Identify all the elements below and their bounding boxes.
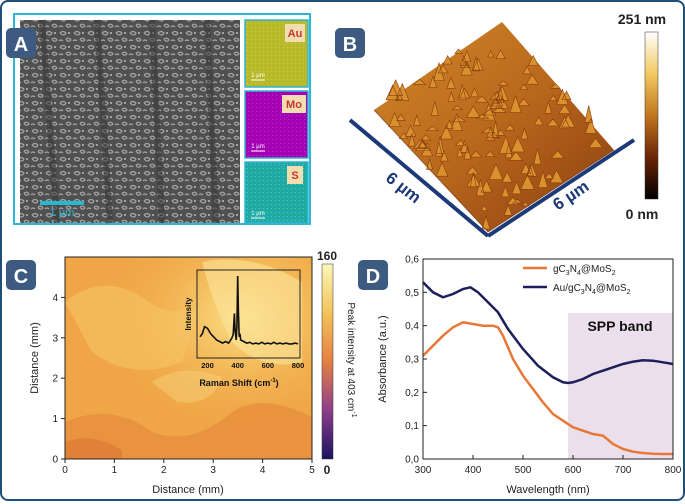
afm-axis-right [486,138,636,238]
panel-b-letter: B [343,34,357,56]
raman-map-xtick-label: 0 [62,465,68,476]
spp-band-region [568,313,673,459]
raman-spectrum-line [199,275,299,345]
raman-map-axes: 0 1 2 3 4 5 0 1 2 3 4 [52,293,315,476]
absorbance-ytick-label: 0,4 [405,321,419,332]
absorbance-xtick-label: 300 [415,465,432,476]
eds-label-mo: Mo [286,99,302,111]
raman-inset-xtick-label: 400 [231,361,244,370]
raman-inset-xtick-label: 200 [201,361,214,370]
raman-map-ytick-label: 3 [52,333,58,344]
absorbance-ytick-label: 0,2 [405,388,419,399]
legend-label-navy: Au/gC3N4@MoS2 [553,283,631,296]
series-au-gc3n4-mos2 [422,281,674,385]
sem-scale-bar [40,201,84,205]
absorbance-ytick-label: 0,6 [405,255,419,266]
eds-map-mo: Mo 1 µm [244,90,309,159]
panel-b: B 6 µm 6 µm 251 nm 0 nm [335,11,666,238]
raman-colorbar-label: Peak intensity at 403 cm-1 [345,302,357,417]
absorbance-ylabel: Absorbance (a.u.) [377,315,389,402]
eds-label-au: Au [288,28,303,40]
eds-map-au: Au 1 µm [244,19,309,88]
panel-c: C Intensity Raman Shift (cm-1) 200 400 600… [6,249,357,496]
absorbance-ytick-label: 0,0 [405,455,419,466]
raman-map-ytick-label: 1 [52,414,58,425]
legend: gC3N4@MoS2 Au/gC3N4@MoS2 [523,264,631,296]
absorbance-xtick-label: 400 [465,465,482,476]
raman-inset-xtick-label: 600 [262,361,275,370]
raman-colorbar [321,263,334,460]
afm-axis-left [348,118,490,238]
raman-inset-ylabel: Intensity [184,297,193,330]
panel-a-badge [6,28,36,58]
series-gc3n4-mos2 [422,320,673,456]
raman-map-xtick-label: 2 [161,465,167,476]
eds-scale-mo: 1 µm [251,144,264,150]
absorbance-xlabel: Wavelength (nm) [506,484,589,496]
sem-scale-label: 1 µm [50,207,75,219]
raman-inset-xlabel: Raman Shift (cm-1) [199,378,278,388]
raman-map-xtick-label: 1 [112,465,118,476]
afm-colorbar-min: 0 nm [626,206,659,222]
legend-label-orange: gC3N4@MoS2 [553,264,616,277]
raman-map-ytick-label: 2 [52,374,58,385]
raman-map-xlabel: Distance (mm) [152,484,224,496]
raman-inset: Intensity Raman Shift (cm-1) 200 400 600 80… [184,269,305,388]
absorbance-xtick-label: 800 [665,465,682,476]
raman-map-xtick-label: 3 [210,465,216,476]
absorbance-axes: 300 400 500 600 700 800 0,0 0,1 0,2 0,3 0,4 0,5 0,6 [405,255,682,477]
afm-colorbar-max: 251 nm [618,11,666,27]
raman-map-ylabel: Distance (mm) [29,322,41,394]
absorbance-xtick-label: 600 [565,465,582,476]
eds-map-s: S 1 µm [244,161,309,224]
panel-a-letter: A [14,34,28,56]
eds-label-s: S [291,170,298,182]
panel-a-border [13,13,311,225]
afm-peaks [385,48,603,230]
raman-colorbar-max: 160 [317,249,337,263]
afm-colorbar [644,31,659,200]
raman-inset-frame [196,269,301,359]
absorbance-ytick-label: 0,5 [405,288,419,299]
eds-scale-au: 1 µm [251,73,264,79]
raman-map-xtick-label: 5 [309,465,315,476]
panel-d-letter: D [366,266,380,288]
panel-d-badge [358,260,388,290]
raman-map-xtick-label: 4 [260,465,266,476]
raman-inset-xtick-label: 800 [292,361,305,370]
afm-axis-left-label: 6 µm [382,168,425,207]
absorbance-ytick-label: 0,3 [405,355,419,366]
eds-scale-s: 1 µm [251,211,264,217]
absorbance-xtick-label: 500 [515,465,532,476]
panel-c-badge [6,260,36,290]
panel-b-badge [335,28,365,58]
panel-c-letter: C [14,266,28,288]
raman-map-ytick-label: 0 [52,455,58,466]
panel-a: 1 µm Au 1 µm Mo 1 µm S 1 µm A [6,13,311,225]
raman-colorbar-min: 0 [324,463,331,477]
absorbance-ytick-label: 0,1 [405,421,419,432]
panel-d: D SPP band 300 400 500 600 700 800 0,0 0,1 0,2 0,… [358,255,682,496]
absorbance-xtick-label: 700 [615,465,632,476]
raman-map-ytick-label: 4 [52,293,58,304]
spp-band-label: SPP band [587,318,652,334]
